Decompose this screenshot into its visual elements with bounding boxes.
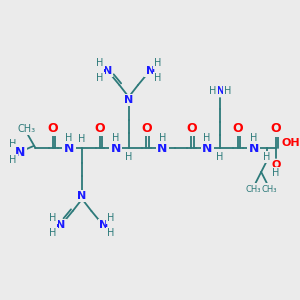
Text: N: N bbox=[103, 66, 112, 76]
Text: O: O bbox=[232, 122, 243, 134]
Text: H: H bbox=[50, 213, 57, 223]
Text: N: N bbox=[146, 66, 155, 76]
Text: O: O bbox=[94, 122, 105, 134]
Text: N: N bbox=[202, 142, 212, 154]
Text: O: O bbox=[48, 122, 58, 134]
Text: H: H bbox=[216, 152, 224, 162]
Text: H: H bbox=[50, 228, 57, 238]
Text: N: N bbox=[110, 142, 121, 154]
Text: H: H bbox=[96, 58, 103, 68]
Text: H: H bbox=[272, 168, 280, 178]
Text: N: N bbox=[157, 142, 167, 154]
Text: O: O bbox=[272, 160, 281, 170]
Text: H: H bbox=[154, 73, 161, 83]
Text: H: H bbox=[250, 133, 257, 143]
Text: H: H bbox=[209, 86, 216, 96]
Text: H: H bbox=[9, 139, 17, 149]
Text: CH₃: CH₃ bbox=[262, 184, 277, 194]
Text: H: H bbox=[107, 228, 115, 238]
Text: H: H bbox=[65, 133, 73, 143]
Text: CH₃: CH₃ bbox=[245, 184, 260, 194]
Text: O: O bbox=[271, 122, 281, 136]
Text: N: N bbox=[124, 95, 133, 105]
Text: H: H bbox=[112, 133, 119, 143]
Text: H: H bbox=[154, 58, 161, 68]
Text: N: N bbox=[215, 86, 225, 96]
Text: H: H bbox=[9, 155, 17, 165]
Text: OH: OH bbox=[282, 138, 300, 148]
Text: N: N bbox=[56, 220, 65, 230]
Text: H: H bbox=[159, 133, 166, 143]
Text: N: N bbox=[99, 220, 108, 230]
Text: H: H bbox=[224, 86, 231, 96]
Text: H: H bbox=[125, 152, 132, 162]
Text: H: H bbox=[107, 213, 115, 223]
Text: CH₃: CH₃ bbox=[17, 124, 35, 134]
Text: H: H bbox=[78, 134, 86, 144]
Text: N: N bbox=[248, 142, 259, 154]
Text: H: H bbox=[203, 133, 211, 143]
Text: O: O bbox=[141, 122, 152, 134]
Text: N: N bbox=[15, 146, 26, 158]
Text: N: N bbox=[77, 191, 87, 201]
Text: O: O bbox=[186, 122, 196, 134]
Text: H: H bbox=[96, 73, 103, 83]
Text: H: H bbox=[263, 152, 271, 162]
Text: N: N bbox=[64, 142, 74, 154]
